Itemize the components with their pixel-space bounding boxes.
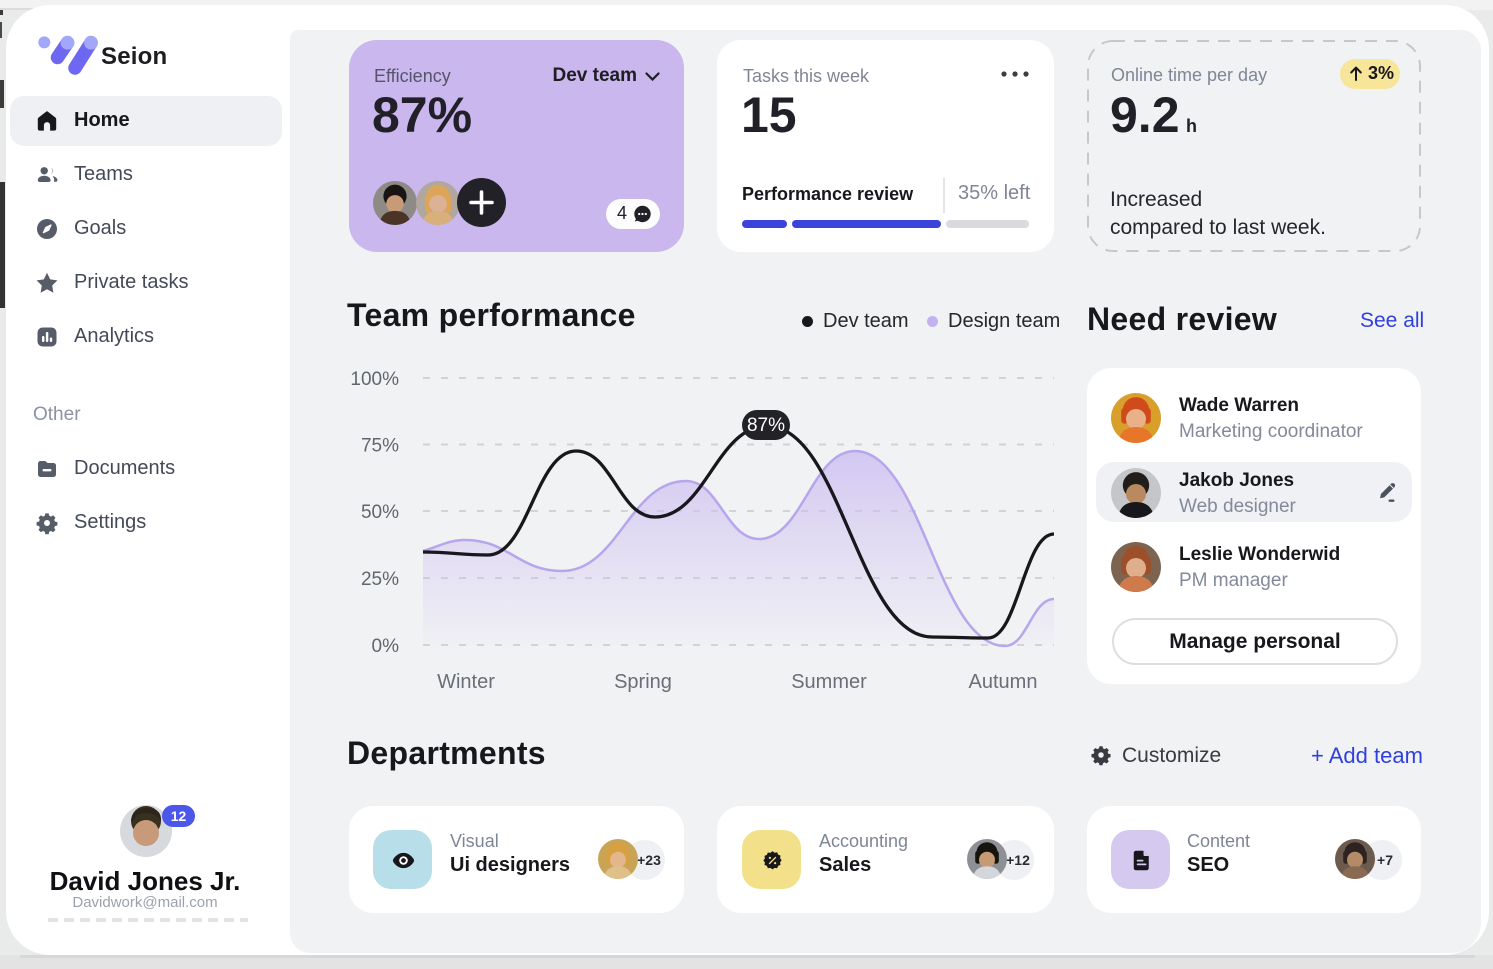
svg-text:75%: 75% bbox=[361, 436, 399, 457]
svg-text:0%: 0% bbox=[372, 636, 400, 657]
svg-text:25%: 25% bbox=[361, 569, 399, 590]
svg-text:Spring: Spring bbox=[614, 671, 672, 693]
svg-text:Winter: Winter bbox=[437, 671, 495, 693]
svg-text:87%: 87% bbox=[747, 415, 785, 436]
svg-text:Autumn: Autumn bbox=[969, 671, 1038, 693]
svg-text:100%: 100% bbox=[350, 369, 399, 390]
svg-text:Summer: Summer bbox=[791, 671, 867, 693]
svg-text:50%: 50% bbox=[361, 502, 399, 523]
